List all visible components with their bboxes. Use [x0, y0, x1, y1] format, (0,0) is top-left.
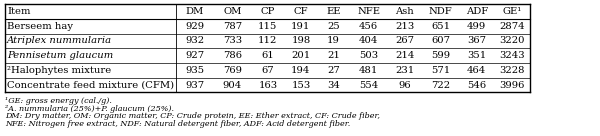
Text: Pennisetum glaucum: Pennisetum glaucum — [7, 51, 113, 60]
Text: 25: 25 — [327, 22, 340, 31]
Text: 153: 153 — [291, 81, 311, 90]
Text: 456: 456 — [359, 22, 378, 31]
Text: 499: 499 — [467, 22, 487, 31]
Text: 651: 651 — [431, 22, 450, 31]
Text: 201: 201 — [291, 51, 311, 60]
Text: 932: 932 — [185, 36, 204, 45]
Text: NDF: NDF — [429, 7, 452, 16]
Text: NFE: Nitrogen free extract, NDF: Natural detergent fiber, ADF: Acid detergent fi: NFE: Nitrogen free extract, NDF: Natural… — [5, 120, 350, 128]
Text: 571: 571 — [431, 66, 451, 75]
Text: 404: 404 — [359, 36, 379, 45]
Text: 769: 769 — [223, 66, 242, 75]
Text: 231: 231 — [395, 66, 415, 75]
Text: 27: 27 — [327, 66, 340, 75]
Text: 481: 481 — [359, 66, 379, 75]
Text: DM: DM — [185, 7, 204, 16]
Text: 34: 34 — [327, 81, 340, 90]
Text: 2874: 2874 — [499, 22, 524, 31]
Text: 367: 367 — [467, 36, 486, 45]
Text: 61: 61 — [262, 51, 274, 60]
Text: CP: CP — [261, 7, 275, 16]
Text: 904: 904 — [223, 81, 242, 90]
Text: 929: 929 — [185, 22, 204, 31]
Text: 214: 214 — [395, 51, 415, 60]
Text: 163: 163 — [259, 81, 277, 90]
Text: 733: 733 — [223, 36, 242, 45]
Text: ²Halophytes mixture: ²Halophytes mixture — [7, 66, 112, 75]
Text: 67: 67 — [262, 66, 274, 75]
Text: CF: CF — [293, 7, 308, 16]
Text: 927: 927 — [185, 51, 204, 60]
Text: NFE: NFE — [357, 7, 380, 16]
Text: Ash: Ash — [395, 7, 414, 16]
Text: 787: 787 — [223, 22, 242, 31]
Text: 194: 194 — [291, 66, 311, 75]
Text: 554: 554 — [359, 81, 379, 90]
Text: 607: 607 — [431, 36, 450, 45]
Text: 3243: 3243 — [499, 51, 524, 60]
Text: 3228: 3228 — [499, 66, 524, 75]
Text: 464: 464 — [467, 66, 487, 75]
Text: ²A. nummularia (25%)+P. glaucum (25%).: ²A. nummularia (25%)+P. glaucum (25%). — [5, 105, 174, 113]
Text: ¹GE: gross energy (cal./g).: ¹GE: gross energy (cal./g). — [5, 97, 112, 105]
Text: 503: 503 — [359, 51, 378, 60]
Text: Item: Item — [7, 7, 31, 16]
Text: 198: 198 — [291, 36, 311, 45]
Text: 351: 351 — [467, 51, 487, 60]
Text: 115: 115 — [258, 22, 278, 31]
Text: 213: 213 — [395, 22, 415, 31]
Text: 935: 935 — [185, 66, 204, 75]
Text: 21: 21 — [327, 51, 340, 60]
Text: 267: 267 — [395, 36, 414, 45]
Text: Concentrate feed mixture (CFM): Concentrate feed mixture (CFM) — [7, 81, 175, 90]
Text: 19: 19 — [327, 36, 340, 45]
Text: Berseem hay: Berseem hay — [7, 22, 73, 31]
Text: 937: 937 — [185, 81, 204, 90]
Text: DM: Dry matter, OM: Organic matter, CP: Crude protein, EE: Ether extract, CF: Cr: DM: Dry matter, OM: Organic matter, CP: … — [5, 112, 380, 120]
Text: GE¹: GE¹ — [502, 7, 521, 16]
Text: 3220: 3220 — [499, 36, 524, 45]
Text: 191: 191 — [291, 22, 311, 31]
Text: Atriplex nummularia: Atriplex nummularia — [7, 36, 112, 45]
Text: 96: 96 — [398, 81, 411, 90]
Text: OM: OM — [223, 7, 242, 16]
Text: 112: 112 — [258, 36, 278, 45]
Text: 599: 599 — [431, 51, 450, 60]
Text: 722: 722 — [431, 81, 450, 90]
Text: 3996: 3996 — [499, 81, 524, 90]
Text: 786: 786 — [223, 51, 242, 60]
Text: ADF: ADF — [466, 7, 488, 16]
Text: EE: EE — [326, 7, 341, 16]
Text: 546: 546 — [467, 81, 486, 90]
